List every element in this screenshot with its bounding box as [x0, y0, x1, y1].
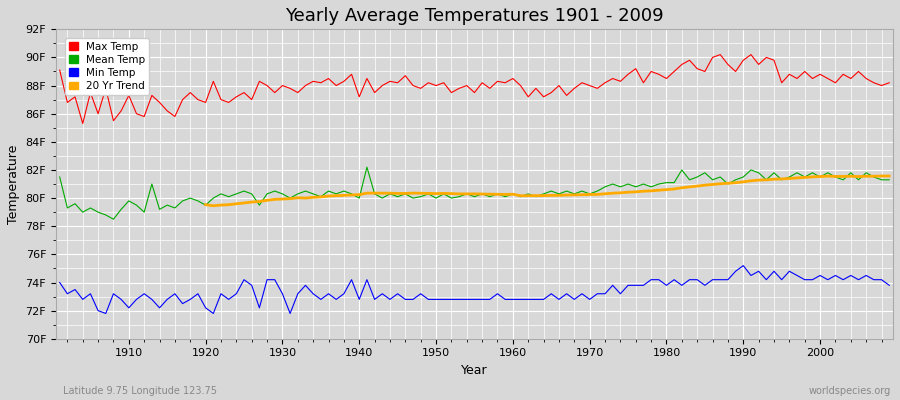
- Text: worldspecies.org: worldspecies.org: [809, 386, 891, 396]
- Y-axis label: Temperature: Temperature: [7, 144, 20, 224]
- Text: Latitude 9.75 Longitude 123.75: Latitude 9.75 Longitude 123.75: [63, 386, 217, 396]
- X-axis label: Year: Year: [461, 364, 488, 377]
- Legend: Max Temp, Mean Temp, Min Temp, 20 Yr Trend: Max Temp, Mean Temp, Min Temp, 20 Yr Tre…: [65, 38, 149, 95]
- Title: Yearly Average Temperatures 1901 - 2009: Yearly Average Temperatures 1901 - 2009: [285, 7, 664, 25]
